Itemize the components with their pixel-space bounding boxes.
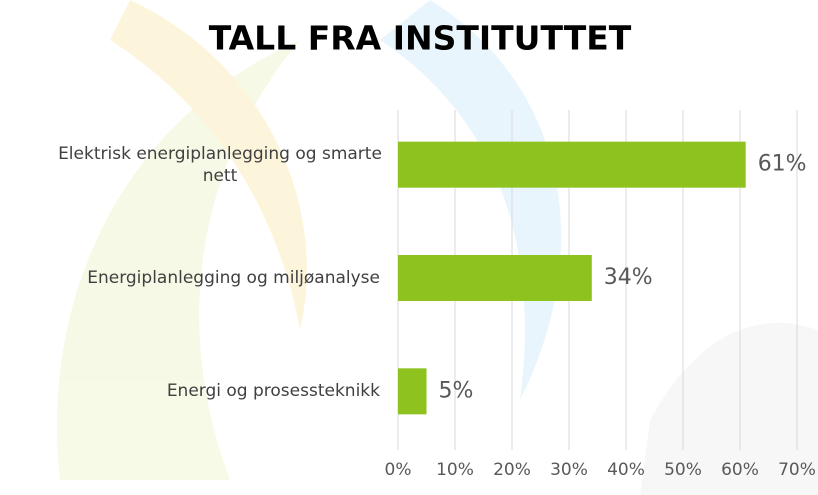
x-tick-label: 10% [436,460,474,480]
data-label: 61% [758,152,807,177]
y-tick-label: Energiplanlegging og miljøanalyse [5,248,380,308]
x-tick-label: 60% [721,460,759,480]
y-tick-label: Elektrisk energiplanlegging og smarte ne… [55,135,385,195]
bar [398,255,592,301]
bar [398,142,746,188]
x-tick-label: 20% [493,460,531,480]
data-label: 5% [439,378,474,403]
x-tick-label: 0% [385,460,412,480]
chart-title: TALL FRA INSTITUTTET [209,19,632,58]
x-tick-label: 30% [550,460,588,480]
data-label: 34% [604,265,653,290]
x-tick-label: 70% [778,460,816,480]
y-tick-label: Energi og prosessteknikk [5,361,380,421]
x-tick-label: 50% [664,460,702,480]
chart: TALL FRA INSTITUTTET 0% 10% 20% 30% 40% 50% 60… [0,0,818,495]
x-tick-label: 40% [607,460,645,480]
bar [398,368,427,414]
